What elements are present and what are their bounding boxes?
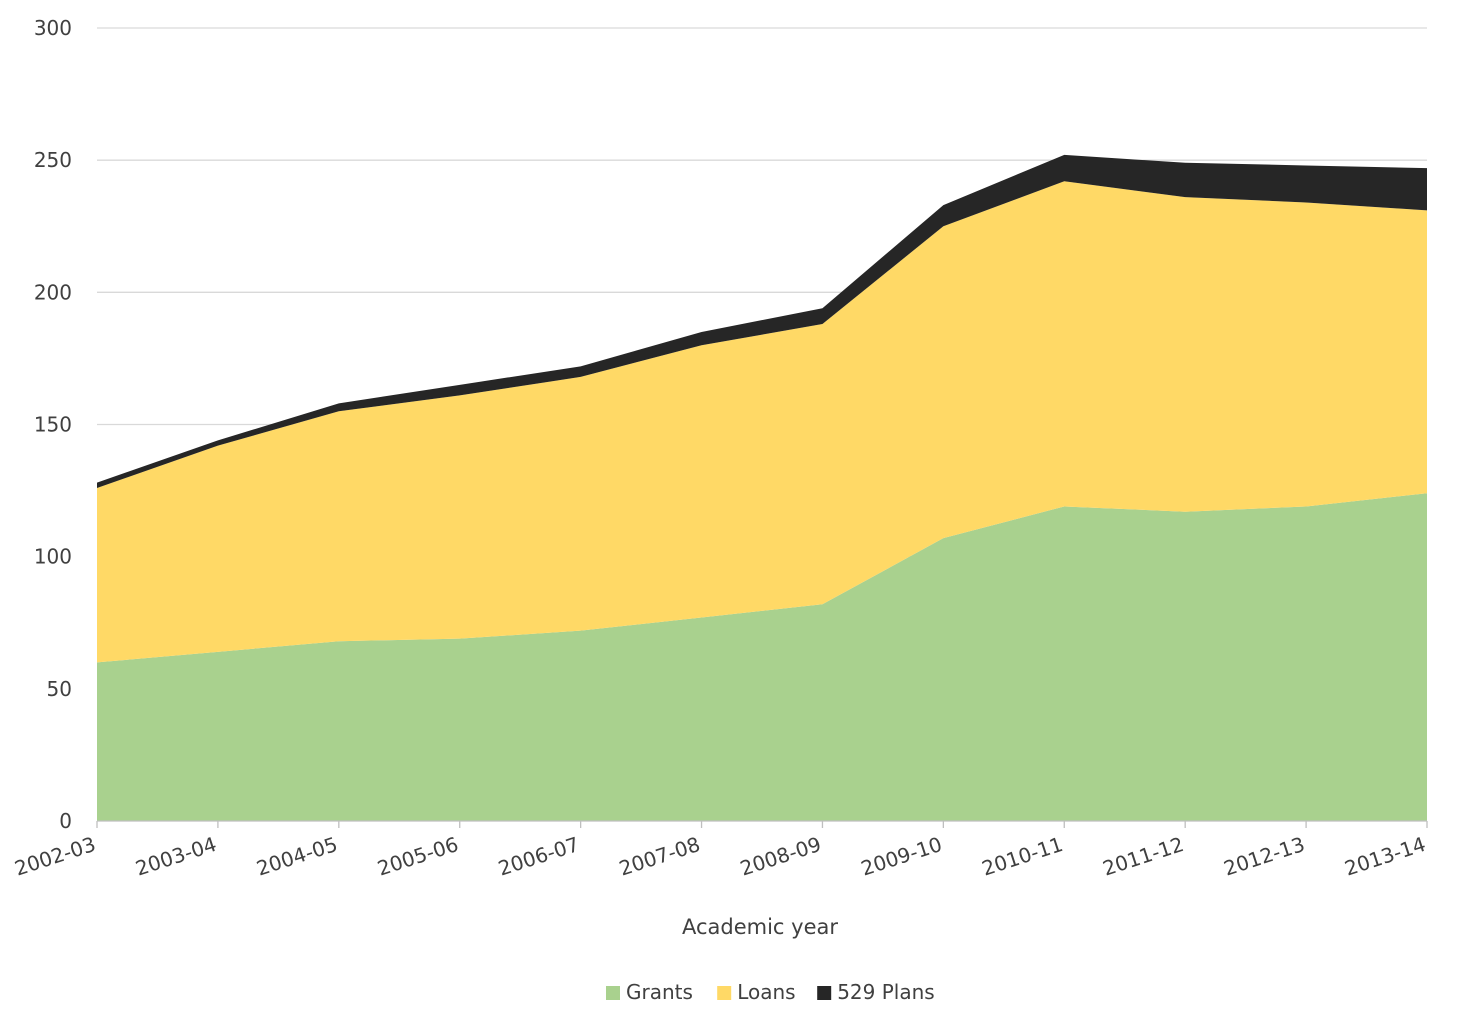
area-series-loans xyxy=(97,181,1427,663)
x-tick-label: 2003-04 xyxy=(133,832,220,881)
x-tick-label: 2002-03 xyxy=(12,832,99,881)
legend: Grants Loans 529 Plans xyxy=(606,980,935,1004)
y-tick-label: 50 xyxy=(47,677,72,701)
legend-swatch xyxy=(717,986,732,1000)
legend-item-loans: Loans xyxy=(717,980,796,1004)
x-tick-label: 2004-05 xyxy=(253,832,340,881)
legend-swatch xyxy=(817,986,832,1000)
y-tick-label: 150 xyxy=(34,413,72,437)
y-tick-label: 0 xyxy=(59,809,72,833)
legend-item-529-plans: 529 Plans xyxy=(817,980,935,1004)
x-axis-title: Academic year xyxy=(682,915,838,939)
x-tick-label: 2010-11 xyxy=(979,832,1066,881)
x-tick-label: 2005-06 xyxy=(374,832,461,881)
x-tick-label: 2007-08 xyxy=(616,832,703,881)
legend-swatch xyxy=(606,986,620,1000)
x-tick-label: 2011-12 xyxy=(1100,832,1187,881)
legend-item-grants: Grants xyxy=(606,980,693,1004)
x-tick-label: 2012-13 xyxy=(1221,832,1308,881)
y-tick-label: 200 xyxy=(34,280,72,304)
x-tick-label: 2009-10 xyxy=(858,832,945,881)
plot-areas xyxy=(97,154,1427,821)
x-tick-label: 2013-14 xyxy=(1342,832,1429,881)
x-tick-label: 2006-07 xyxy=(495,832,582,881)
x-tick-label: 2008-09 xyxy=(737,832,824,881)
y-tick-label: 300 xyxy=(34,16,72,40)
area-series-grants xyxy=(97,493,1427,821)
y-tick-label: 100 xyxy=(34,545,72,569)
legend-label: Grants xyxy=(626,980,693,1004)
area-series-529-plans xyxy=(97,154,1427,488)
y-tick-label: 250 xyxy=(34,148,72,172)
legend-label: Loans xyxy=(737,980,795,1004)
legend-label: 529 Plans xyxy=(837,980,935,1004)
